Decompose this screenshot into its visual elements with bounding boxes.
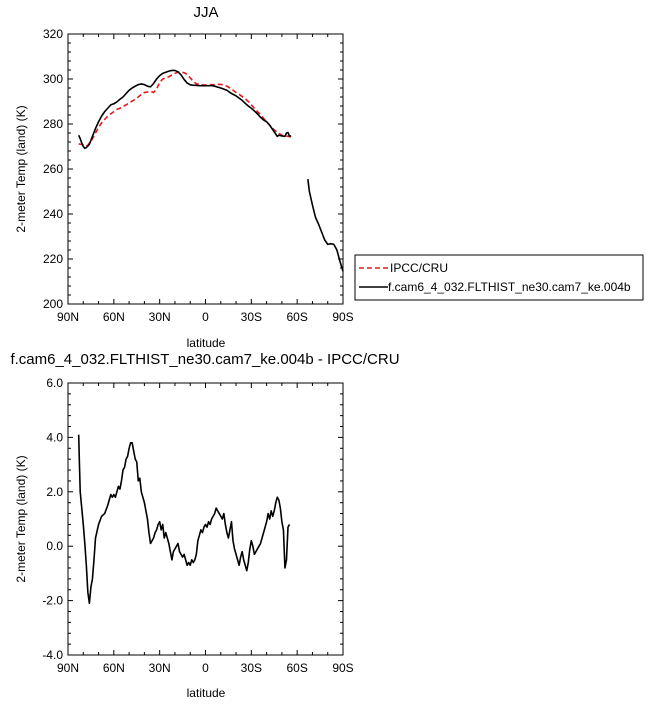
bottom-plot-y-tick-label: 0.0 — [46, 539, 63, 553]
bottom-plot-frame — [67, 382, 344, 656]
legend-label-model: f.cam6_4_032.FLTHIST_ne30.cam7_ke.004b — [388, 280, 631, 294]
bottom-plot-y-tick-label: 2.0 — [46, 485, 63, 499]
bottom-plot-series-line-0 — [77, 434, 291, 605]
bottom-plot-title: f.cam6_4_032.FLTHIST_ne30.cam7_ke.004b -… — [10, 351, 399, 368]
top-plot-y-axis-title: 2-meter Temp (land) (K) — [14, 105, 28, 232]
top-plot-x-tick-label: 90S — [332, 310, 353, 324]
top-plot-ticks: 90N 60N 30N 0 30S 60S 90S 200 220 240 260 280 300 320 — [43, 27, 354, 324]
top-plot-y-tick-label: 320 — [43, 27, 63, 41]
top-plot-y-tick-label: 280 — [43, 117, 63, 131]
bottom-plot-x-tick-label: 30N — [149, 661, 171, 675]
bottom-plot-x-tick-label: 90N — [57, 661, 79, 675]
bottom-plot-x-axis-title: latitude — [187, 686, 226, 700]
top-plot-x-tick-label: 30N — [149, 310, 171, 324]
top-plot-y-tick-label: 240 — [43, 207, 63, 221]
top-plot-series-line-1 — [77, 69, 344, 272]
bottom-plot-y-tick-label: 6.0 — [46, 376, 63, 390]
top-plot-y-tick-label: 260 — [43, 162, 63, 176]
bottom-plot-x-tick-label: 30S — [241, 661, 262, 675]
bottom-plot: f.cam6_4_032.FLTHIST_ne30.cam7_ke.004b -… — [10, 351, 399, 700]
legend: IPCC/CRU f.cam6_4_032.FLTHIST_ne30.cam7_… — [354, 254, 644, 301]
bottom-plot-x-tick-label: 0 — [202, 661, 209, 675]
top-plot-series-line-0 — [78, 71, 292, 147]
top-plot-x-tick-label: 60N — [103, 310, 125, 324]
bottom-plot-x-tick-label: 60S — [286, 661, 307, 675]
bottom-plot-y-tick-label: -4.0 — [42, 648, 63, 662]
top-plot-series — [77, 69, 344, 272]
legend-box — [354, 254, 644, 301]
top-plot-x-tick-label: 0 — [202, 310, 209, 324]
legend-label-ipcc-cru: IPCC/CRU — [390, 261, 448, 275]
top-plot-frame — [67, 33, 344, 305]
bottom-plot-x-tick-label: 90S — [332, 661, 353, 675]
top-plot-y-tick-label: 220 — [43, 252, 63, 266]
bottom-plot-y-tick-label: 4.0 — [46, 430, 63, 444]
top-plot-x-axis-title: latitude — [187, 336, 226, 350]
top-plot-y-tick-label: 300 — [43, 72, 63, 86]
bottom-plot-series — [77, 434, 291, 605]
bottom-plot-ticks: 90N 60N 30N 0 30S 60S 90S -4.0 -2.0 0.0 2.0 4.0 6.0 — [42, 376, 353, 675]
top-plot-x-tick-label: 90N — [57, 310, 79, 324]
top-plot-title: JJA — [193, 4, 218, 21]
bottom-plot-x-tick-label: 60N — [103, 661, 125, 675]
bottom-plot-y-axis-title: 2-meter Temp (land) (K) — [14, 455, 28, 582]
top-plot: JJA 90N 60N 30N 0 30S 60S 90S 200 220 240 260 280 30… — [14, 4, 354, 350]
top-plot-x-tick-label: 30S — [241, 310, 262, 324]
bottom-plot-y-tick-label: -2.0 — [42, 594, 63, 608]
top-plot-y-tick-label: 200 — [43, 297, 63, 311]
top-plot-x-tick-label: 60S — [286, 310, 307, 324]
